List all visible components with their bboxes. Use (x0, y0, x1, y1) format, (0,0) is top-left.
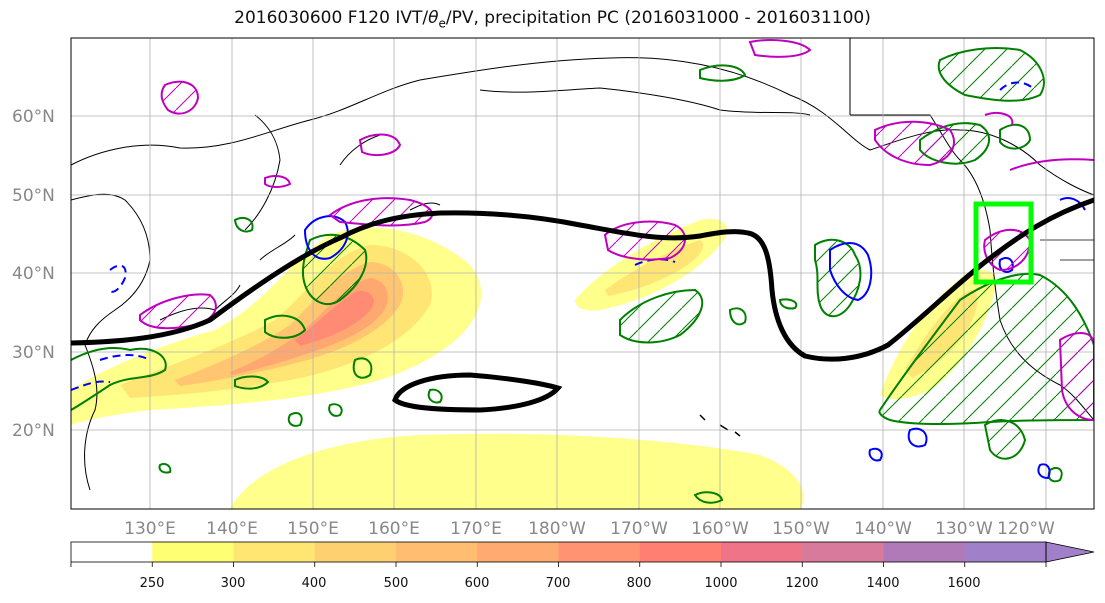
lat-label-50: 50°N (12, 186, 55, 206)
lon-label-150e: 150°E (287, 519, 339, 539)
colorbar-labels: 250 300 400 500 600 700 800 1000 1200 14… (140, 576, 981, 591)
lat-label-30: 30°N (12, 343, 55, 363)
colorbar-swatch (71, 542, 153, 562)
colorbar-label-1000: 1000 (704, 576, 737, 591)
lon-label-170e: 170°E (450, 519, 502, 539)
lon-label-120w: 120°W (997, 519, 1055, 539)
colorbar-swatch (721, 542, 803, 562)
colorbar-label-300: 300 (221, 576, 246, 591)
lon-label-180w: 180°W (528, 519, 586, 539)
colorbar-swatch (314, 542, 397, 562)
colorbar-swatch (639, 542, 722, 562)
pv-contours-positive (71, 47, 1094, 504)
colorbar-label-1200: 1200 (785, 576, 818, 591)
colorbar-label-800: 800 (627, 576, 652, 591)
ivt-line (71, 197, 1094, 413)
colorbar-swatch (152, 542, 234, 562)
colorbar-swatch (233, 542, 316, 562)
colorbar-label-1600: 1600 (947, 576, 980, 591)
lat-label-40: 40°N (12, 264, 55, 284)
figure-title: 2016030600 F120 IVT/θe/PV, precipitation… (234, 8, 871, 31)
colorbar-swatch (477, 542, 559, 562)
colorbar-swatch (558, 542, 641, 562)
lon-label-130e: 130°E (124, 519, 176, 539)
colorbar-swatch (964, 542, 1047, 562)
colorbar-label-1400: 1400 (866, 576, 899, 591)
colorbar-swatch (396, 542, 478, 562)
colorbar-swatch (883, 542, 966, 562)
gridlines (71, 38, 1094, 509)
colorbar-extend-arrow (1045, 541, 1095, 563)
lon-label-160e: 160°E (368, 519, 420, 539)
colorbar: 250 300 400 500 600 700 800 1000 1200 14… (70, 541, 1095, 591)
lon-label-140e: 140°E (206, 519, 258, 539)
lon-label-170w: 170°W (610, 519, 668, 539)
colorbar-label-400: 400 (302, 576, 327, 591)
lat-label-60: 60°N (12, 107, 55, 127)
target-box (973, 201, 1034, 285)
map-frame (70, 37, 1095, 510)
colorbar-label-700: 700 (546, 576, 571, 591)
lon-label-140w: 140°W (854, 519, 912, 539)
lon-label-150w: 150°W (772, 519, 830, 539)
colorbar-label-250: 250 (140, 576, 165, 591)
longitude-labels: 130°E 140°E 150°E 160°E 170°E 180°W 170°… (124, 519, 1055, 539)
lon-label-130w: 130°W (935, 519, 993, 539)
colorbar-label-500: 500 (384, 576, 409, 591)
lon-label-160w: 160°W (691, 519, 749, 539)
latitude-labels: 60°N 50°N 40°N 30°N 20°N (12, 107, 55, 441)
lat-label-20: 20°N (12, 421, 55, 441)
pv-contours-negative (71, 81, 1086, 480)
colorbar-swatch (802, 542, 884, 562)
colorbar-label-600: 600 (465, 576, 490, 591)
